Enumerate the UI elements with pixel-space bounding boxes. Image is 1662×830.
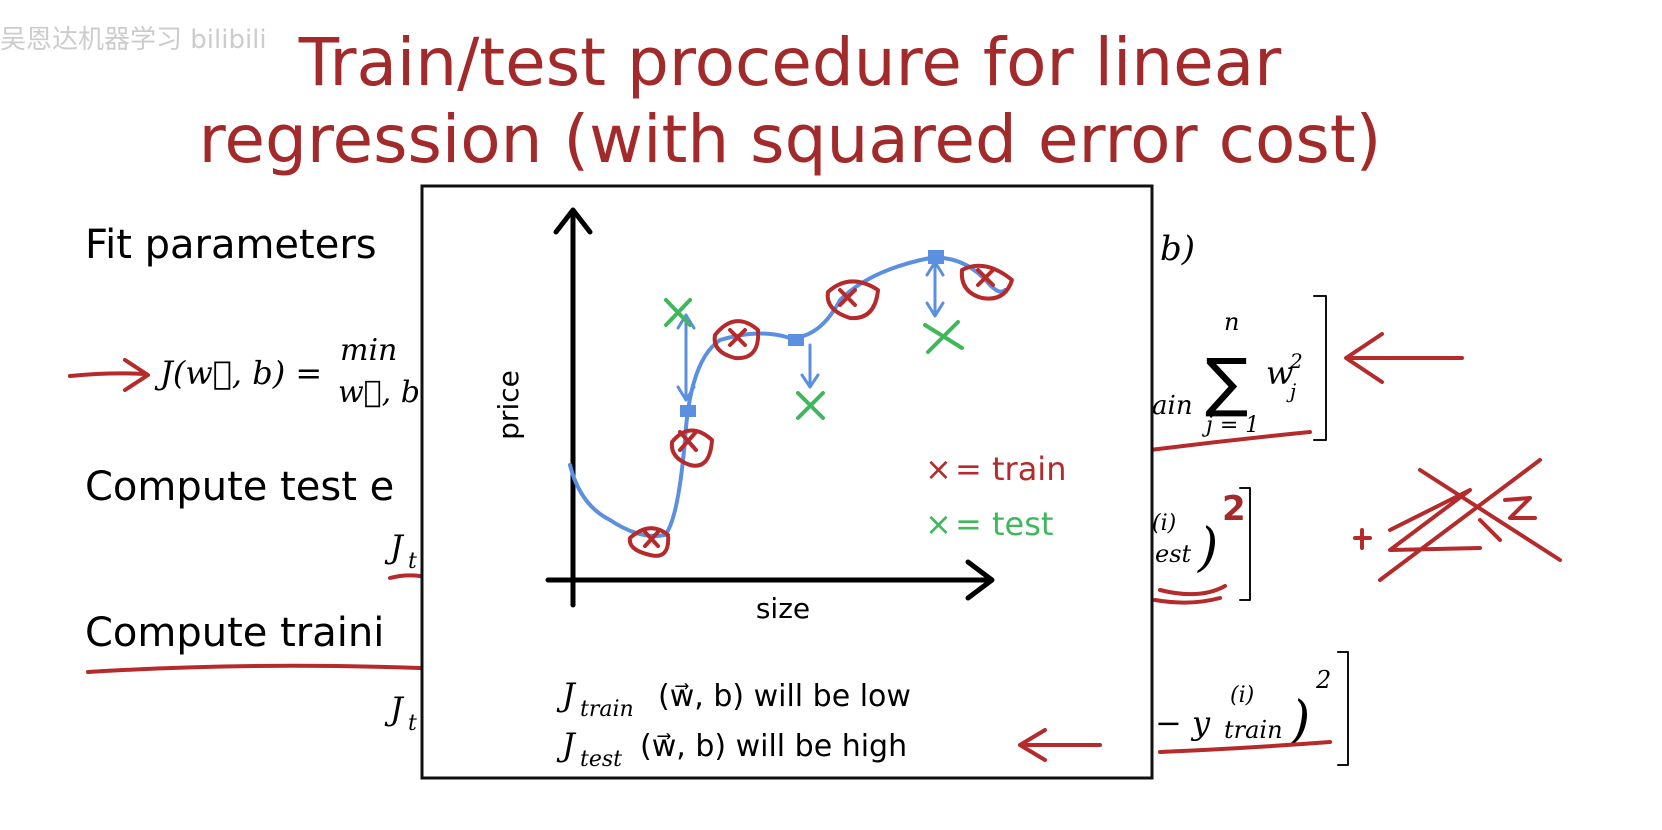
prediction — [928, 250, 944, 264]
formula: w — [1266, 354, 1293, 392]
underline — [86, 663, 422, 674]
formula: w⃗, b — [338, 375, 420, 410]
step-text: Compute test e — [85, 464, 394, 510]
watermark: 吴恩达机器学习 bilibili — [0, 25, 267, 55]
underline — [1158, 740, 1332, 754]
legend-mark: × — [925, 505, 952, 543]
inset-frame — [420, 184, 1154, 780]
formula: n — [1224, 308, 1239, 336]
formula: (i) — [1230, 683, 1254, 708]
bracket — [1239, 487, 1251, 601]
formula: j = 1 — [1201, 413, 1259, 438]
hand-arrow — [1344, 332, 1464, 384]
step-text: Compute traini — [85, 610, 384, 656]
formula: J — [384, 690, 405, 728]
underline — [1148, 430, 1312, 452]
prediction — [788, 334, 804, 346]
formula: 2 — [1222, 489, 1246, 529]
note: J — [556, 726, 577, 764]
note: test — [580, 747, 622, 772]
train-points — [627, 263, 1014, 558]
y-axis-label: price — [492, 370, 525, 440]
hand-arrow — [68, 358, 150, 392]
formula: j — [1286, 379, 1296, 403]
hand-arrow — [1018, 728, 1102, 762]
formula: J — [384, 528, 405, 566]
note: J — [556, 676, 577, 714]
crossed-term — [1353, 458, 1562, 582]
bracket — [1337, 651, 1349, 766]
formula: 2 — [1315, 666, 1331, 694]
inset: price size × = train × = test J train (w… — [420, 184, 1154, 780]
formula: train — [1224, 716, 1283, 744]
formula: t — [408, 549, 417, 574]
formula: 2 — [1289, 349, 1303, 373]
formula: est — [1155, 540, 1192, 568]
note: train — [580, 697, 634, 722]
formula: (i) — [1152, 511, 1176, 536]
underline — [1153, 584, 1227, 605]
legend-mark: × — [925, 450, 952, 488]
formula: ain — [1152, 391, 1193, 421]
formula: ) — [1197, 518, 1218, 578]
formula: t — [408, 711, 417, 736]
title-line: Train/test procedure for linear — [298, 24, 1282, 101]
bracket — [1313, 295, 1327, 441]
formula: − y — [1155, 704, 1211, 742]
test-points — [664, 298, 964, 420]
legend-label: = test — [955, 505, 1053, 543]
formula: ∑ — [1205, 346, 1248, 420]
x-axis-label: size — [756, 592, 810, 625]
note: (w⃗, b) will be low — [658, 679, 911, 714]
formula: ) — [1289, 691, 1310, 751]
underline — [388, 573, 422, 580]
formula: J(w⃗, b) = — [154, 354, 322, 392]
formula: min — [340, 333, 397, 368]
formula: b) — [1160, 229, 1195, 269]
step-text: Fit parameters — [85, 222, 377, 268]
note: (w⃗, b) will be high — [640, 729, 907, 764]
axes — [545, 207, 995, 608]
legend-label: = train — [955, 450, 1066, 488]
title-line: regression (with squared error cost) — [199, 101, 1382, 178]
prediction — [680, 405, 696, 417]
